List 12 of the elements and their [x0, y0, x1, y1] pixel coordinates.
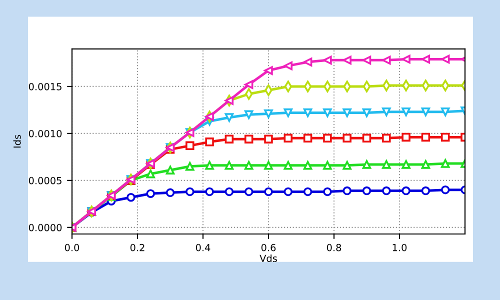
x-tick-label: 0.8	[326, 244, 342, 252]
y-tick-label: 0.0010	[28, 130, 62, 138]
y-tick-label: 0.0015	[28, 82, 62, 90]
y-tick-label: 0.0005	[28, 176, 62, 184]
x-tick-label: 0.6	[261, 244, 276, 252]
x-axis-title: Vds	[260, 254, 277, 262]
x-tick-label: 1.0	[392, 244, 407, 252]
y-axis-title: Ids	[13, 134, 21, 148]
x-tick-label: 0.4	[196, 244, 210, 252]
y-tick-label: 0.0000	[28, 224, 62, 232]
x-tick-label: 0.2	[130, 244, 144, 252]
x-tick-label: 0.0	[64, 244, 80, 252]
